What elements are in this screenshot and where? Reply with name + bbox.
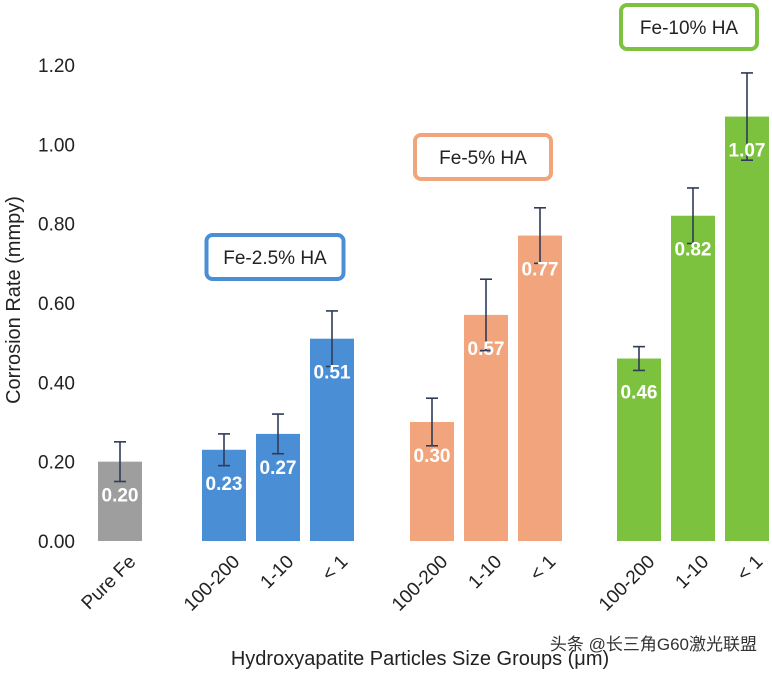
data-label: 0.20 (102, 486, 139, 507)
bars (98, 116, 769, 542)
y-axis: 0.00 0.20 0.40 0.60 0.80 1.00 1.20 (38, 56, 75, 553)
bar (518, 235, 562, 542)
y-tick-label: 1.00 (38, 135, 75, 156)
y-tick-label: 0.20 (38, 453, 75, 474)
y-tick-label: 0.80 (38, 215, 75, 236)
x-tick-label: 100-200 (180, 551, 244, 615)
group-label-box (413, 133, 553, 181)
y-tick-label: 0.00 (38, 532, 75, 553)
bar (310, 338, 354, 541)
data-label: 0.30 (414, 446, 451, 467)
group-labels: Fe-2.5% HA Fe-5% HA Fe-10% HA (204, 3, 759, 281)
y-tick-label: 0.60 (38, 294, 75, 315)
data-label: 0.27 (260, 458, 297, 479)
group-label-box (619, 3, 759, 51)
x-tick-label: < 1 (733, 551, 767, 585)
x-axis-title: Hydroxyapatite Particles Size Groups (μm… (231, 648, 609, 670)
group-label: Fe-10% HA (640, 18, 739, 39)
x-tick-label: 100-200 (388, 551, 452, 615)
x-tick-label: Pure Fe (78, 551, 141, 614)
data-labels: 0.20 0.23 0.27 0.51 0.30 0.57 0.77 0.46 0.82 1.07 (102, 141, 766, 507)
bar (464, 314, 508, 541)
data-label: 0.82 (675, 240, 712, 261)
data-label: 0.57 (468, 339, 505, 360)
data-label: 1.07 (729, 141, 766, 162)
data-label: 0.46 (621, 383, 658, 404)
y-axis-title: Corrosion Rate (mmpy) (3, 196, 25, 404)
group-label-box (204, 233, 346, 281)
bar (725, 116, 769, 542)
x-tick-label: 1-10 (672, 551, 714, 593)
x-tick-label: < 1 (318, 551, 352, 585)
x-tick-label: < 1 (526, 551, 560, 585)
x-tick-label: 100-200 (595, 551, 659, 615)
group-label: Fe-5% HA (439, 148, 527, 169)
data-label: 0.51 (314, 363, 351, 384)
x-tick-label: 1-10 (465, 551, 507, 593)
x-tick-labels: Pure Fe 100-200 1-10 < 1 100-200 1-10 < 1 100-2… (78, 551, 768, 615)
bar (671, 215, 715, 541)
watermark: 头条 @长三角G60激光联盟 (550, 635, 757, 654)
y-tick-label: 1.20 (38, 56, 75, 77)
data-label: 0.23 (206, 474, 243, 495)
x-tick-label: 1-10 (257, 551, 299, 593)
bar (617, 358, 661, 541)
group-label: Fe-2.5% HA (223, 248, 327, 269)
error-bars (114, 72, 753, 483)
data-label: 0.77 (522, 260, 559, 281)
y-tick-label: 0.40 (38, 373, 75, 394)
